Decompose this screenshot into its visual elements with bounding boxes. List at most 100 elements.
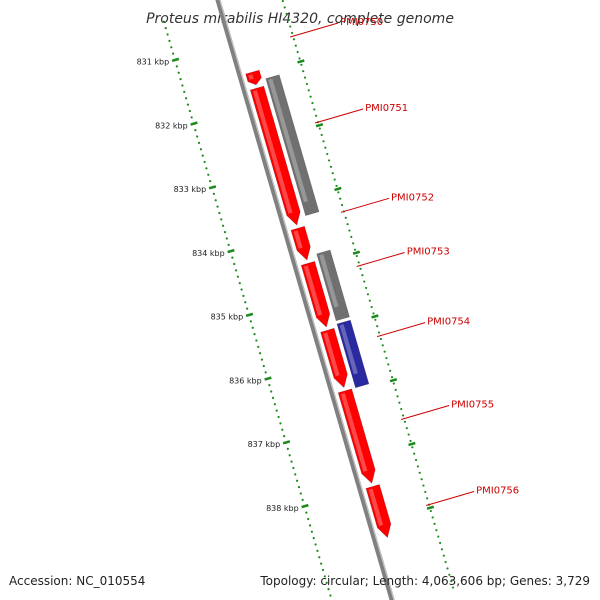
ruler-dot xyxy=(394,388,397,392)
ruler-dot xyxy=(188,109,191,113)
ruler-dot xyxy=(450,580,453,583)
ruler-dot xyxy=(236,275,239,278)
cds-feature-highlight xyxy=(303,265,323,316)
ruler-dot xyxy=(181,84,184,87)
kbp-tick xyxy=(190,121,198,126)
misc-feature xyxy=(336,319,370,389)
ruler-dot xyxy=(164,27,167,30)
gene-label[interactable]: PMI0753 xyxy=(407,247,450,258)
kbp-tick xyxy=(227,248,235,254)
gene-feature xyxy=(316,249,350,322)
gene-feature-highlight xyxy=(319,254,339,308)
ruler-dot xyxy=(234,269,238,272)
kbp-tick xyxy=(301,503,309,509)
cds-feature-highlight xyxy=(252,90,293,214)
gene-label[interactable]: PMI0752 xyxy=(391,192,434,203)
ruler-dot xyxy=(363,280,366,283)
gene-label[interactable]: PMI0751 xyxy=(365,103,408,114)
ruler-dot xyxy=(327,588,330,591)
ruler-dot xyxy=(422,484,425,487)
ruler-dot xyxy=(359,267,362,270)
ruler-dot xyxy=(287,19,290,22)
cds-feature-highlight xyxy=(340,392,368,472)
ruler-dot xyxy=(294,44,297,47)
ruler-dot xyxy=(262,364,265,368)
gene-label[interactable]: PMI0750 xyxy=(340,17,383,28)
ruler-dot xyxy=(387,363,390,366)
ruler-dot xyxy=(337,191,340,194)
outer-kbp-tick xyxy=(315,123,324,128)
ruler-dot xyxy=(307,89,310,92)
ruler-dot xyxy=(413,452,416,455)
kbp-tick xyxy=(171,57,180,63)
kbp-tick xyxy=(282,440,291,445)
kbp-tick-label: 834 kbp xyxy=(192,249,225,258)
ruler-dot xyxy=(350,235,353,239)
ruler-dot xyxy=(411,446,414,449)
ruler-dot xyxy=(205,167,208,170)
ruler-dot xyxy=(309,95,312,98)
ruler-dot xyxy=(402,414,405,417)
cds-feature xyxy=(245,69,262,86)
kbp-tick-label: 838 kbp xyxy=(266,504,299,513)
ruler-dot xyxy=(179,78,182,81)
ruler-dot xyxy=(299,492,302,495)
ruler-dot xyxy=(329,594,332,597)
ruler-dot xyxy=(326,152,329,156)
gene-leader-line xyxy=(289,22,339,38)
ruler-dot xyxy=(314,543,317,546)
ruler-dot xyxy=(242,294,245,297)
ruler-dot xyxy=(225,237,228,240)
map-title: Proteus mirabilis HI4320, complete genom… xyxy=(146,11,454,27)
ruler-dot xyxy=(177,71,180,74)
ruler-dot xyxy=(220,218,223,221)
ruler-dot xyxy=(377,331,381,334)
cds-feature xyxy=(337,388,376,484)
accession-text: Accession: NC_010554 xyxy=(9,574,146,588)
gene-label[interactable]: PMI0754 xyxy=(427,317,470,328)
cds-feature-highlight xyxy=(368,488,384,527)
ruler-dot xyxy=(223,231,227,234)
ruler-dot xyxy=(451,586,455,589)
kbp-tick xyxy=(208,185,217,190)
kbp-tick-label: 836 kbp xyxy=(229,376,262,385)
outer-kbp-tick xyxy=(389,378,398,383)
ruler-dot xyxy=(444,560,447,564)
ruler-dot xyxy=(203,160,206,164)
cds-feature xyxy=(249,85,301,226)
ruler-dot xyxy=(420,478,423,481)
ruler-dot xyxy=(372,312,375,315)
ruler-dot xyxy=(277,415,280,419)
ruler-dot xyxy=(365,286,368,290)
ruler-dot xyxy=(316,549,319,552)
misc-feature-highlight xyxy=(339,324,358,375)
ruler-dot xyxy=(305,82,308,86)
ruler-dot xyxy=(168,39,171,42)
ruler-dot xyxy=(357,261,360,264)
ruler-dot xyxy=(270,390,273,393)
ruler-dot xyxy=(328,159,331,162)
ruler-dot xyxy=(426,497,429,500)
ruler-dot xyxy=(218,211,221,215)
ruler-dot xyxy=(302,70,305,73)
gene-label[interactable]: PMI0756 xyxy=(476,486,519,497)
ruler-dot xyxy=(288,454,291,457)
ruler-dot xyxy=(240,288,243,291)
ruler-dot xyxy=(183,90,186,93)
ruler-dot xyxy=(405,427,408,430)
ruler-dot xyxy=(435,529,438,532)
ruler-dot xyxy=(292,466,295,470)
ruler-dot xyxy=(222,224,225,227)
ruler-dot xyxy=(246,307,249,310)
kbp-tick-label: 832 kbp xyxy=(155,121,188,130)
ruler-dot xyxy=(324,146,327,149)
ruler-dot xyxy=(305,511,308,514)
ruler-dot xyxy=(207,173,210,176)
gene-label[interactable]: PMI0755 xyxy=(451,400,494,411)
cds-feature-highlight xyxy=(248,74,254,80)
ruler-dot xyxy=(197,141,201,144)
outer-kbp-tick xyxy=(426,505,435,510)
ruler-dot xyxy=(190,116,193,119)
ruler-dot xyxy=(286,447,289,450)
